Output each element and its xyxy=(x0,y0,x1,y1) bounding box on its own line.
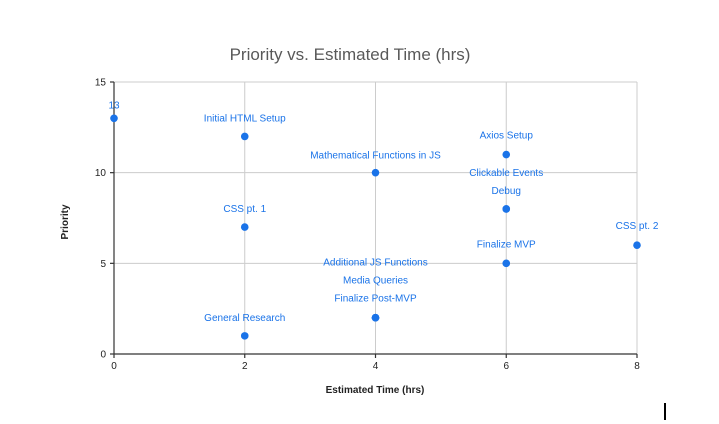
data-point xyxy=(240,332,249,340)
point-label: Initial HTML Setup xyxy=(204,113,286,124)
data-points xyxy=(110,114,641,340)
point-label: 13 xyxy=(108,100,120,111)
point-label: Media Queries xyxy=(343,276,408,287)
data-point xyxy=(371,168,380,177)
point-label: CSS pt. 2 xyxy=(616,221,659,232)
x-tick-label: 0 xyxy=(111,361,117,372)
axes xyxy=(110,81,638,358)
point-label: Debug xyxy=(492,186,521,197)
point-label: CSS pt. 1 xyxy=(223,204,266,215)
point-label: Finalize Post-MVP xyxy=(334,294,417,305)
data-point xyxy=(240,223,249,231)
y-tick-label: 5 xyxy=(100,259,106,270)
point-labels: 13 Initial HTML Setup CSS pt. 1 General Res… xyxy=(108,100,658,324)
data-point xyxy=(371,313,380,322)
data-point xyxy=(110,114,118,123)
y-tick-label: 0 xyxy=(100,350,106,361)
point-label: Finalize MVP xyxy=(477,239,536,250)
y-tick-label: 15 xyxy=(95,78,107,89)
y-tick-label: 10 xyxy=(95,168,107,179)
data-point xyxy=(240,132,249,141)
point-label: Clickable Events xyxy=(469,168,543,179)
data-point xyxy=(502,150,511,159)
x-axis-title: Estimated Time (hrs) xyxy=(326,385,425,396)
x-tick-label: 2 xyxy=(242,361,248,372)
data-point xyxy=(502,205,511,213)
gridlines xyxy=(114,81,638,354)
y-axis-title: Priority xyxy=(60,204,71,239)
x-tick-label: 4 xyxy=(373,361,379,372)
x-tick-label: 6 xyxy=(503,361,509,372)
tick-labels: 0 2 4 6 8 0 5 10 15 xyxy=(95,78,640,373)
data-point xyxy=(633,241,641,249)
chart-title: Priority vs. Estimated Time (hrs) xyxy=(230,45,471,64)
text-cursor xyxy=(664,403,666,420)
point-label: Mathematical Functions in JS xyxy=(310,151,441,162)
point-label: Additional JS Functions xyxy=(323,258,428,269)
point-label: Axios Setup xyxy=(480,131,534,142)
x-tick-label: 8 xyxy=(634,361,640,372)
data-point xyxy=(502,259,511,268)
point-label: General Research xyxy=(204,313,285,324)
